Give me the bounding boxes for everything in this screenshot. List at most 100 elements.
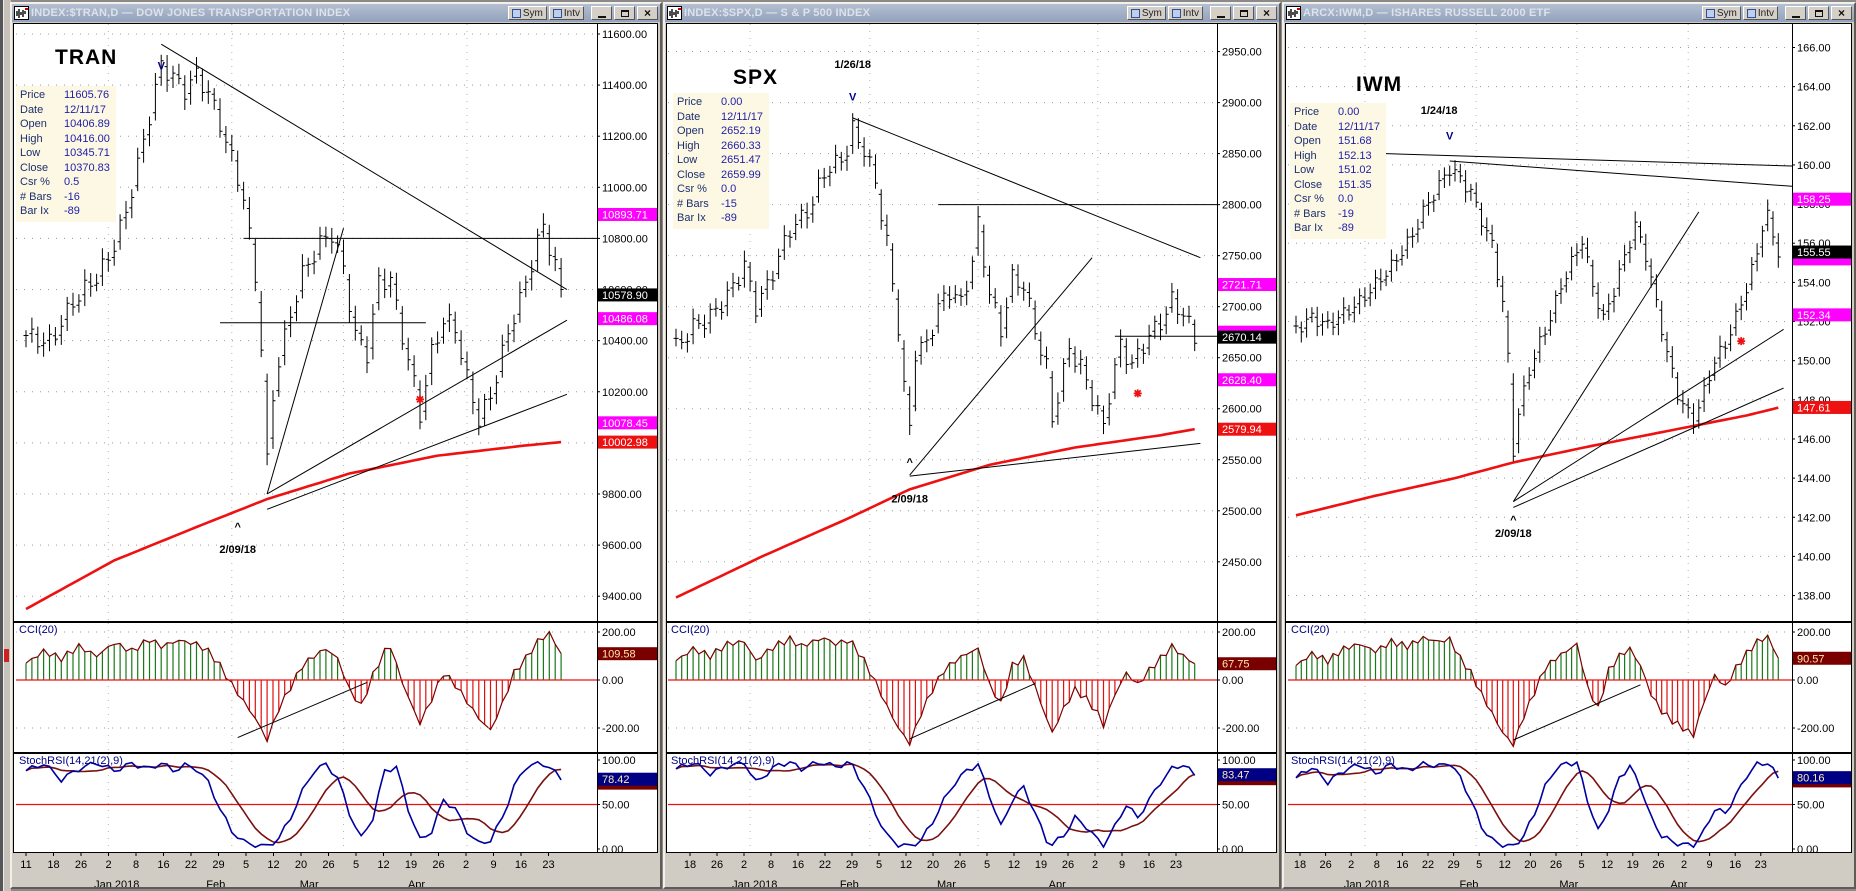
sym-button[interactable]: Sym <box>1701 6 1741 20</box>
minimize-button[interactable] <box>1210 6 1231 20</box>
date-tick: 11 <box>20 859 31 871</box>
price-badge-text: 10578.90 <box>602 290 648 302</box>
price-axis-label: 2650.00 <box>1222 353 1262 365</box>
price-badge <box>598 416 657 430</box>
info-row: # Bars -15 <box>677 197 763 212</box>
price-axis-label: 2750.00 <box>1222 251 1262 263</box>
window-title: INDEX:$TRAN,D — DOW JONES TRANSPORTATION… <box>31 7 351 19</box>
close-button[interactable]: × <box>1831 6 1852 20</box>
date-tick: 16 <box>1143 859 1155 871</box>
month-label: Apr <box>1049 879 1066 887</box>
symbol-label: IWM <box>1356 73 1403 96</box>
stochrsi-fast-line <box>25 760 562 849</box>
window-controls: × <box>591 6 658 20</box>
intv-button[interactable]: Intv <box>1742 6 1778 20</box>
info-label: Bar Ix <box>20 205 49 217</box>
date-tick: 2 <box>1681 859 1687 871</box>
info-value: 0.00 <box>1338 106 1360 118</box>
info-row: Date 12/11/17 <box>677 110 763 125</box>
trendline <box>1449 160 1792 187</box>
trendline <box>1513 387 1784 508</box>
price-axis-label: 11600.00 <box>602 29 647 41</box>
info-label: Price <box>677 96 703 108</box>
cci-axis-label: -200.00 <box>1222 723 1259 735</box>
price-badge-text: 152.34 <box>1797 310 1831 322</box>
restore-button[interactable] <box>1808 6 1829 20</box>
info-label: High <box>677 139 700 152</box>
month-label: Feb <box>206 879 225 887</box>
date-tick: 2 <box>105 859 111 871</box>
window-titlebar[interactable]: ARCX:IWM,D — ISHARES RUSSELL 2000 ETF Sy… <box>1284 4 1854 22</box>
price-axis-label: 11200.00 <box>602 131 647 143</box>
window-controls: × <box>1210 6 1277 20</box>
info-value: 12/11/17 <box>64 103 107 116</box>
stochrsi-fast-line <box>675 760 1196 849</box>
ohlc-bars <box>23 54 564 466</box>
trendline <box>1512 211 1700 502</box>
price-axis-label: 138.00 <box>1797 591 1831 603</box>
trendline <box>266 228 345 495</box>
stoch-axis-label: 100.00 <box>1222 755 1256 767</box>
date-tick: 12 <box>377 859 389 871</box>
window-titlebar[interactable]: INDEX:$TRAN,D — DOW JONES TRANSPORTATION… <box>12 4 660 22</box>
price-badge <box>1793 245 1851 259</box>
price-axis-label: 140.00 <box>1797 551 1831 563</box>
date-tick: 2 <box>741 859 747 871</box>
date-tick: 8 <box>133 859 139 871</box>
date-tick: 9 <box>490 859 496 871</box>
date-tick: 2 <box>1348 859 1354 871</box>
window-titlebar[interactable]: INDEX:$SPX,D — S & P 500 INDEX Sym Intv … <box>665 4 1279 22</box>
minimize-button[interactable] <box>1785 6 1806 20</box>
info-row: Open 151.68 <box>1294 134 1380 149</box>
window-body: 11600.00 11400.00 11200.00 11000.00 10800.00… <box>12 22 660 887</box>
month-label: Apr <box>408 879 425 887</box>
info-value: 2652.19 <box>721 125 761 137</box>
info-value: 151.02 <box>1338 164 1372 176</box>
price-axis-label: 2550.00 <box>1222 455 1262 467</box>
chart-window-icon <box>1286 6 1301 20</box>
info-value: -16 <box>64 190 80 203</box>
cci-value-badge <box>1218 657 1276 671</box>
minimize-icon <box>597 15 606 18</box>
sym-button[interactable]: Sym <box>1126 6 1166 20</box>
price-badge <box>1218 330 1276 344</box>
info-row: High 2660.33 <box>677 139 763 154</box>
intv-button[interactable]: Intv <box>1167 6 1203 20</box>
info-value: 152.13 <box>1338 149 1372 162</box>
month-label: Mar <box>1559 879 1578 887</box>
stoch-axis-label: 50.00 <box>602 800 630 812</box>
info-value: 0.0 <box>721 183 737 195</box>
price-badge <box>1218 373 1276 387</box>
cci-axis-label: 200.00 <box>1222 627 1256 639</box>
cci-axis-label: -200.00 <box>602 723 639 735</box>
info-value: 2659.99 <box>721 168 761 181</box>
date-tick: 12 <box>1601 859 1613 871</box>
info-row: High 152.13 <box>1294 149 1380 164</box>
price-axis-label: 2500.00 <box>1222 506 1262 518</box>
intv-button-label: Intv <box>563 7 580 19</box>
stoch-value-text: 83.47 <box>1222 770 1250 782</box>
window-controls: × <box>1785 6 1852 20</box>
price-badge <box>598 312 657 326</box>
sym-button-icon <box>511 8 521 18</box>
intv-button[interactable]: Intv <box>548 6 584 20</box>
close-button[interactable]: × <box>637 6 658 20</box>
date-tick: 16 <box>1396 859 1408 871</box>
info-value: 2651.47 <box>721 154 761 166</box>
cci-axis-label: 0.00 <box>1222 675 1243 687</box>
caret-marker: ^ <box>906 457 913 469</box>
minimize-button[interactable] <box>591 6 612 20</box>
restore-button[interactable] <box>614 6 635 20</box>
price-axis-label: 10800.00 <box>602 233 648 245</box>
price-axis-label: 11000.00 <box>602 182 647 194</box>
sym-button[interactable]: Sym <box>507 6 547 20</box>
date-tick: 29 <box>1447 859 1459 871</box>
info-label: Bar Ix <box>1294 222 1323 234</box>
restore-button[interactable] <box>1233 6 1254 20</box>
chart-canvas[interactable]: 11600.0011400.0011200.0011000.0010800.00… <box>12 22 660 887</box>
date-tick: 26 <box>1062 859 1074 871</box>
info-row: Low 10345.71 <box>20 146 110 161</box>
window-body: 166.00164.00162.00160.00158.00156.00154.… <box>1284 22 1854 887</box>
ohlc-bars <box>673 113 1198 435</box>
close-button[interactable]: × <box>1256 6 1277 20</box>
